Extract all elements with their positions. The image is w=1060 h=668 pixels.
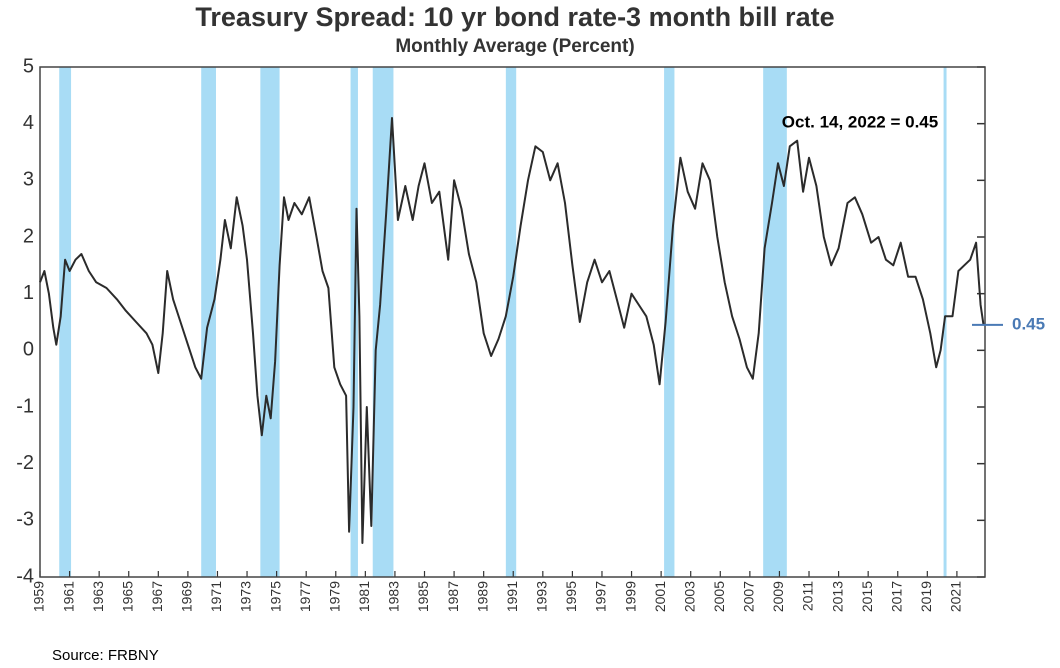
x-tick-label: 1979: [326, 581, 342, 612]
x-tick-label: 1987: [445, 581, 461, 612]
source-note: Source: FRBNY: [52, 647, 159, 664]
x-tick-label: 2003: [681, 581, 697, 612]
x-tick-label: 1969: [179, 581, 195, 612]
x-tick-label: 2005: [711, 581, 727, 612]
x-tick-label: 1959: [31, 581, 47, 612]
chart-title: Treasury Spread: 10 yr bond rate-3 month…: [195, 2, 834, 32]
chart-subtitle: Monthly Average (Percent): [395, 36, 634, 57]
x-tick-label: 1991: [504, 581, 520, 612]
x-tick-label: 1967: [149, 581, 165, 612]
y-tick-label: 5: [23, 55, 34, 77]
x-tick-label: 1973: [238, 581, 254, 612]
x-tick-label: 2021: [948, 581, 964, 612]
plot-frame: [39, 66, 986, 578]
x-tick-label: 1965: [119, 581, 135, 612]
recession-band: [59, 67, 72, 577]
y-tick-label: 4: [23, 112, 34, 134]
x-tick-label: 2019: [918, 581, 934, 612]
x-tick-label: 2015: [859, 581, 875, 612]
x-tick-label: 1963: [90, 581, 106, 612]
spread-line: [39, 117, 985, 544]
x-tick-label: 2001: [652, 581, 668, 612]
y-tick-label: 2: [23, 225, 34, 247]
x-tick-label: 1971: [208, 581, 224, 612]
x-tick-label: 1985: [415, 581, 431, 612]
recession-band: [505, 67, 517, 577]
annotation: Oct. 14, 2022 = 0.45: [782, 112, 938, 131]
y-tick-label: 1: [23, 282, 34, 304]
x-tick-label: 1997: [593, 581, 609, 612]
x-tick-label: 1977: [297, 581, 313, 612]
x-tick-label: 2017: [888, 581, 904, 612]
y-tick-label: -2: [16, 452, 34, 474]
y-tick-label: -4: [16, 565, 34, 587]
x-tick-label: 2013: [829, 581, 845, 612]
y-tick-label: 3: [23, 169, 34, 191]
x-tick-label: 1995: [563, 581, 579, 612]
x-tick-label: 1999: [622, 581, 638, 612]
y-tick-label: 0: [23, 339, 34, 361]
x-tick-label: 2009: [770, 581, 786, 612]
marker-label: 0.45: [1012, 314, 1045, 333]
recession-band: [260, 67, 280, 577]
x-tick-label: 1989: [474, 581, 490, 612]
recession-band: [664, 67, 675, 577]
x-tick-label: 2007: [741, 581, 757, 612]
x-tick-label: 1993: [534, 581, 550, 612]
x-tick-label: 2011: [800, 581, 816, 611]
y-tick-label: -3: [16, 509, 34, 531]
recession-band: [763, 67, 787, 577]
x-tick-label: 1961: [60, 581, 76, 612]
x-tick-label: 1981: [356, 581, 372, 612]
x-tick-label: 1975: [267, 581, 283, 612]
x-tick-label: 1983: [386, 581, 402, 612]
y-tick-label: -1: [16, 395, 34, 417]
